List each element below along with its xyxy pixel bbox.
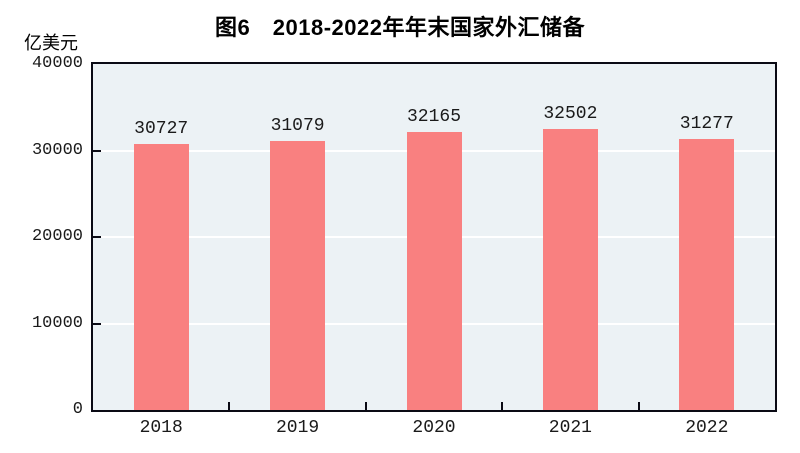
x-axis-category-label-2019: 2019 bbox=[275, 418, 320, 438]
bar-value-label-2022: 31277 bbox=[679, 114, 734, 135]
bar-value-label-2018: 30727 bbox=[134, 119, 189, 140]
x-axis-category-label-2021: 2021 bbox=[548, 418, 592, 438]
y-axis-tick-label-10000: 10000 bbox=[31, 313, 83, 333]
x-tick-mark-1 bbox=[228, 402, 231, 410]
plot-area bbox=[91, 62, 777, 412]
bar-value-label-2019: 31079 bbox=[270, 116, 325, 137]
x-tick-mark-2 bbox=[364, 402, 367, 410]
bar-2018 bbox=[133, 144, 189, 410]
y-axis-tick-label-30000: 30000 bbox=[31, 140, 83, 160]
bar-2019 bbox=[270, 141, 326, 410]
x-axis-category-label-2018: 2018 bbox=[139, 418, 183, 438]
x-tick-mark-3 bbox=[501, 402, 504, 410]
x-axis-category-label-2022: 2022 bbox=[685, 418, 729, 438]
x-tick-mark-4 bbox=[637, 402, 640, 410]
bar-2022 bbox=[679, 139, 735, 410]
y-tick-mark-30000 bbox=[93, 149, 101, 152]
chart-title: 图6 2018-2022年年末国家外汇储备 bbox=[215, 15, 585, 40]
y-axis-tick-label-40000: 40000 bbox=[31, 54, 83, 73]
y-axis-unit-label: 亿美元 bbox=[24, 33, 78, 53]
y-tick-mark-20000 bbox=[93, 236, 101, 238]
y-axis-tick-label-20000: 20000 bbox=[31, 227, 83, 246]
x-axis-category-label-2020: 2020 bbox=[412, 418, 456, 438]
bar-value-label-2021: 32502 bbox=[543, 103, 598, 124]
y-axis-tick-label-0: 0 bbox=[72, 400, 83, 419]
bar-2020 bbox=[406, 131, 462, 410]
y-tick-mark-10000 bbox=[93, 322, 101, 325]
bar-value-label-2020: 32165 bbox=[406, 106, 461, 127]
bar-2021 bbox=[542, 128, 598, 410]
